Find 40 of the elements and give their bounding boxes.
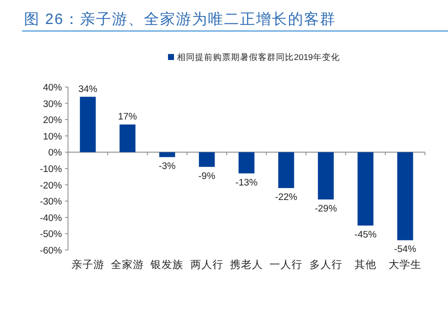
bar [358, 152, 374, 226]
x-tick-label: 银发族 [150, 258, 184, 271]
data-label: -22% [275, 192, 298, 204]
data-label: 34% [78, 84, 98, 95]
y-tick-label: -60% [40, 246, 63, 256]
y-tick-label: 0% [48, 148, 63, 159]
y-tick-label: -40% [40, 212, 63, 224]
x-tick-label: 多人行 [309, 259, 342, 271]
data-label: -54% [394, 244, 417, 256]
x-tick-label: 携老人 [230, 258, 263, 271]
bar [159, 152, 176, 158]
y-tick-label: -30% [40, 196, 63, 208]
data-label: -29% [314, 203, 338, 214]
data-label: -45% [354, 230, 378, 241]
x-tick-label: 大学生 [388, 258, 422, 271]
chart-title: 图 26：亲子游、全家游为唯二正增长的客群 [24, 11, 336, 28]
x-tick-label: 一人行 [270, 259, 303, 271]
legend-label: 相同提前购票期暑假客群同比2019年变化 [177, 52, 340, 62]
bar [80, 96, 96, 152]
bar [318, 152, 334, 200]
y-tick-label: -10% [40, 164, 63, 175]
bar [397, 152, 414, 240]
y-tick-label: -50% [40, 229, 63, 240]
x-tick-label: 亲子游 [71, 258, 104, 271]
data-label: -9% [198, 170, 216, 182]
data-label: -3% [158, 161, 176, 172]
x-tick-label: 其他 [354, 258, 376, 271]
y-tick-label: 20% [42, 115, 63, 126]
bar [278, 152, 294, 188]
y-tick-label: 10% [42, 131, 63, 142]
x-tick-label: 两人行 [190, 259, 224, 271]
y-tick-label: -20% [40, 180, 63, 192]
bar [120, 124, 136, 152]
x-tick-label: 全家游 [111, 258, 144, 271]
data-label: 17% [118, 111, 138, 122]
data-label: -13% [235, 177, 258, 188]
bar [238, 152, 254, 174]
y-tick-label: 30% [42, 98, 63, 110]
y-tick-label: 40% [42, 82, 63, 94]
bar [198, 152, 215, 167]
